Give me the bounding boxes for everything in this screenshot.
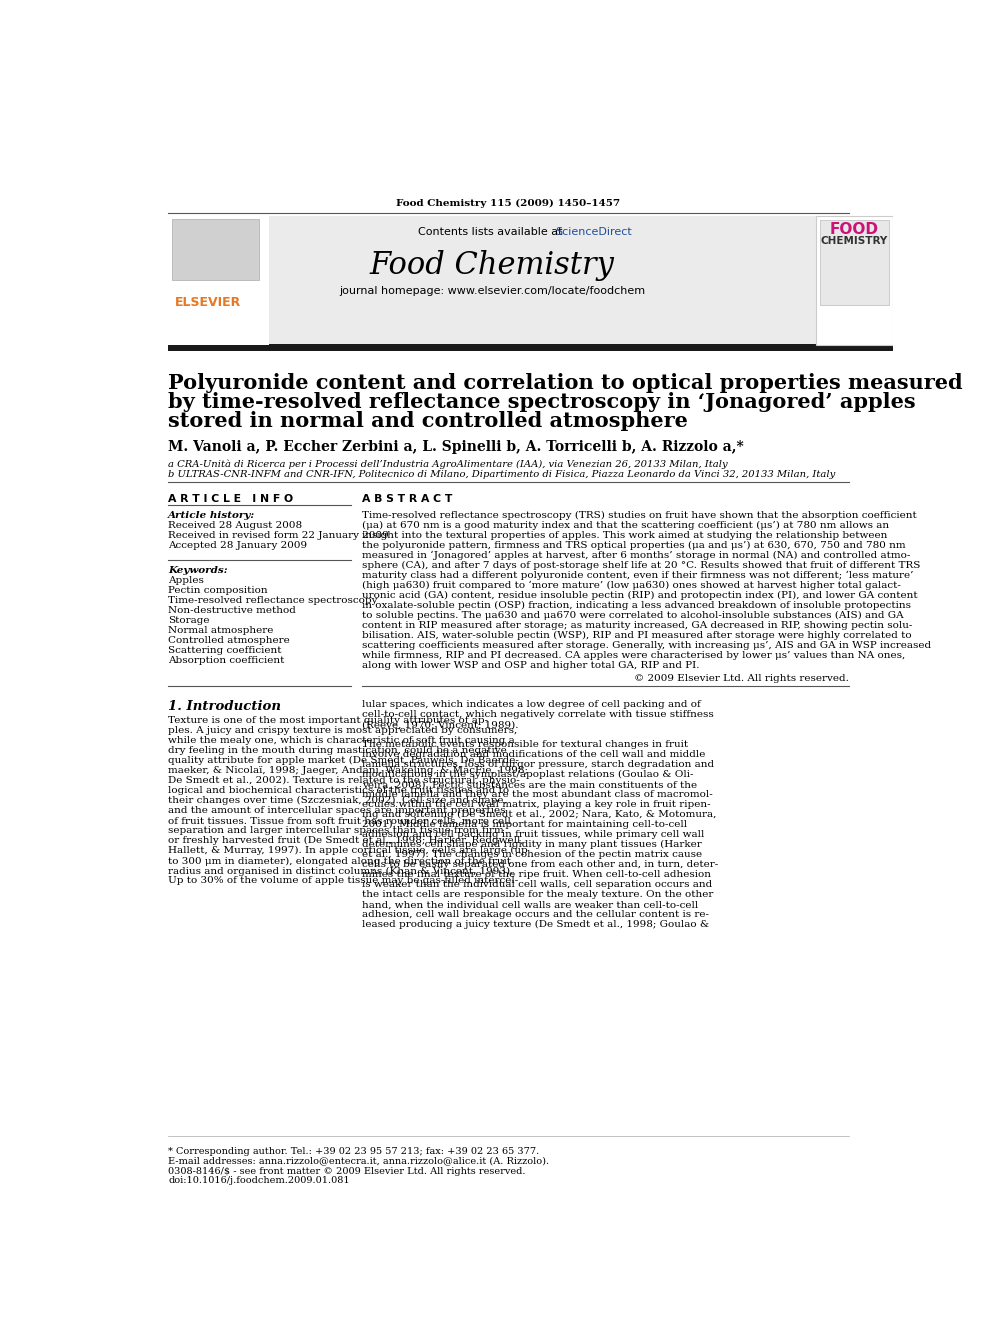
Text: bilisation. AIS, water-soluble pectin (WSP), RIP and PI measured after storage w: bilisation. AIS, water-soluble pectin (W…	[362, 631, 912, 640]
Text: Food Chemistry: Food Chemistry	[370, 250, 615, 280]
Text: Time-resolved reflectance spectroscopy: Time-resolved reflectance spectroscopy	[169, 597, 378, 605]
Text: insight into the textural properties of apples. This work aimed at studying the : insight into the textural properties of …	[362, 531, 887, 540]
Text: journal homepage: www.elsevier.com/locate/foodchem: journal homepage: www.elsevier.com/locat…	[339, 286, 645, 296]
Text: 0308-8146/$ - see front matter © 2009 Elsevier Ltd. All rights reserved.: 0308-8146/$ - see front matter © 2009 El…	[169, 1167, 526, 1176]
Text: E-mail addresses: anna.rizzolo@entecra.it, anna.rizzolo@alice.it (A. Rizzolo).: E-mail addresses: anna.rizzolo@entecra.i…	[169, 1156, 550, 1166]
Text: in oxalate-soluble pectin (OSP) fraction, indicating a less advanced breakdown o: in oxalate-soluble pectin (OSP) fraction…	[362, 601, 911, 610]
Text: Non-destructive method: Non-destructive method	[169, 606, 296, 615]
Text: modifications in the symplast/apoplast relations (Goulao & Oli-: modifications in the symplast/apoplast r…	[362, 770, 693, 779]
Text: and the amount of intercellular spaces are important properties: and the amount of intercellular spaces a…	[169, 806, 506, 815]
Text: Apples: Apples	[169, 576, 204, 585]
Text: The metabolic events responsible for textural changes in fruit: The metabolic events responsible for tex…	[362, 740, 688, 749]
Text: quality attribute for apple market (De Smedt, Pauwels, De Baerde-: quality attribute for apple market (De S…	[169, 757, 519, 766]
Text: radius and organised in distinct columns (Khan & Vincent, 1993).: radius and organised in distinct columns…	[169, 867, 514, 876]
Text: CHEMISTRY: CHEMISTRY	[820, 235, 888, 246]
Text: to soluble pectins. The μa630 and μa670 were correlated to alcohol-insoluble sub: to soluble pectins. The μa630 and μa670 …	[362, 611, 904, 620]
Text: cell-to-cell contact, which negatively correlate with tissue stiffness: cell-to-cell contact, which negatively c…	[362, 710, 713, 720]
Bar	[816, 216, 893, 345]
Text: ELSEVIER: ELSEVIER	[175, 296, 241, 308]
Text: logical and biochemical characteristics of the fruit tissues and to: logical and biochemical characteristics …	[169, 786, 509, 795]
Text: maeker, & Nicolaï, 1998; Jaeger, Andani, Wakeling, & MacFie, 1998;: maeker, & Nicolaï, 1998; Jaeger, Andani,…	[169, 766, 528, 775]
Text: Article history:: Article history:	[169, 511, 255, 520]
Text: determines cell shape and rigidity in many plant tissues (Harker: determines cell shape and rigidity in ma…	[362, 840, 701, 849]
Text: cells to be easily separated one from each other and, in turn, deter-: cells to be easily separated one from ea…	[362, 860, 718, 869]
Text: Polyuronide content and correlation to optical properties measured: Polyuronide content and correlation to o…	[169, 373, 963, 393]
Text: Received 28 August 2008: Received 28 August 2008	[169, 521, 303, 531]
Text: 2001). Middle lamella is important for maintaining cell-to-cell: 2001). Middle lamella is important for m…	[362, 820, 687, 830]
Text: * Corresponding author. Tel.: +39 02 23 95 57 213; fax: +39 02 23 65 377.: * Corresponding author. Tel.: +39 02 23 …	[169, 1147, 540, 1156]
Text: or freshly harvested fruit (De Smedt et al., 1998; Harker, Redgwell,: or freshly harvested fruit (De Smedt et …	[169, 836, 524, 845]
Text: by time-resolved reflectance spectroscopy in ‘Jonagored’ apples: by time-resolved reflectance spectroscop…	[169, 392, 916, 411]
Text: Keywords:: Keywords:	[169, 566, 228, 576]
Bar	[169, 344, 893, 352]
Text: Pectin composition: Pectin composition	[169, 586, 268, 595]
Text: to 300 μm in diameter), elongated along the direction of the fruit: to 300 μm in diameter), elongated along …	[169, 856, 511, 865]
Text: Food Chemistry 115 (2009) 1450–1457: Food Chemistry 115 (2009) 1450–1457	[397, 198, 620, 208]
Text: while firmness, RIP and PI decreased. CA apples were characterised by lower μs’ : while firmness, RIP and PI decreased. CA…	[362, 651, 905, 660]
Text: Hallett, & Murray, 1997). In apple cortical tissue, cells are large (up: Hallett, & Murray, 1997). In apple corti…	[169, 847, 528, 856]
Bar	[169, 216, 269, 345]
Text: Contents lists available at: Contents lists available at	[419, 226, 566, 237]
Text: adhesion, cell wall breakage occurs and the cellular content is re-: adhesion, cell wall breakage occurs and …	[362, 910, 709, 919]
Text: separation and larger intercellular spaces than tissue from firm: separation and larger intercellular spac…	[169, 827, 504, 835]
Text: content in RIP measured after storage; as maturity increased, GA decreased in RI: content in RIP measured after storage; a…	[362, 620, 913, 630]
Bar	[820, 221, 889, 306]
Text: lular spaces, which indicates a low degree of cell packing and of: lular spaces, which indicates a low degr…	[362, 700, 700, 709]
Text: hand, when the individual cell walls are weaker than cell-to-cell: hand, when the individual cell walls are…	[362, 900, 698, 909]
Text: ecules within the cell wall matrix, playing a key role in fruit ripen-: ecules within the cell wall matrix, play…	[362, 800, 710, 810]
Text: Texture is one of the most important quality attributes of ap-: Texture is one of the most important qua…	[169, 716, 488, 725]
Text: involve degradation and modifications of the cell wall and middle: involve degradation and modifications of…	[362, 750, 705, 759]
Text: FOOD: FOOD	[829, 222, 879, 237]
Text: Received in revised form 22 January 2009: Received in revised form 22 January 2009	[169, 532, 389, 540]
Text: middle lamella and they are the most abundant class of macromol-: middle lamella and they are the most abu…	[362, 790, 712, 799]
Text: et al., 1997). The changes in cohesion of the pectin matrix cause: et al., 1997). The changes in cohesion o…	[362, 851, 702, 860]
Text: dry feeling in the mouth during mastication, could be a negative: dry feeling in the mouth during masticat…	[169, 746, 507, 755]
Text: the polyuronide pattern, firmness and TRS optical properties (μa and μs’) at 630: the polyuronide pattern, firmness and TR…	[362, 541, 906, 550]
Text: their changes over time (Szczesniak, 2002). Cell size and shape,: their changes over time (Szczesniak, 200…	[169, 796, 507, 806]
Text: maturity class had a different polyuronide content, even if their firmness was n: maturity class had a different polyuroni…	[362, 570, 914, 579]
Text: Scattering coefficient: Scattering coefficient	[169, 646, 282, 655]
Text: 1. Introduction: 1. Introduction	[169, 700, 281, 713]
Text: Up to 30% of the volume of apple tissue may be gas-filled intercel-: Up to 30% of the volume of apple tissue …	[169, 876, 519, 885]
Text: a CRA-Unità di Ricerca per i Processi dell’Industria AgroAlimentare (IAA), via V: a CRA-Unità di Ricerca per i Processi de…	[169, 459, 728, 468]
Text: ing and softening (De Smedt et al., 2002; Nara, Kato, & Motomura,: ing and softening (De Smedt et al., 2002…	[362, 810, 716, 819]
Text: adhesion and cell packing in fruit tissues, while primary cell wall: adhesion and cell packing in fruit tissu…	[362, 831, 704, 839]
Text: measured in ‘Jonagored’ apples at harvest, after 6 months’ storage in normal (NA: measured in ‘Jonagored’ apples at harves…	[362, 550, 911, 560]
Text: uronic acid (GA) content, residue insoluble pectin (RIP) and protopectin index (: uronic acid (GA) content, residue insolu…	[362, 591, 918, 599]
Text: ScienceDirect: ScienceDirect	[555, 226, 632, 237]
Text: © 2009 Elsevier Ltd. All rights reserved.: © 2009 Elsevier Ltd. All rights reserved…	[634, 673, 848, 683]
Text: Storage: Storage	[169, 617, 209, 626]
Bar	[172, 218, 259, 280]
Text: mines the final texture of the ripe fruit. When cell-to-cell adhesion: mines the final texture of the ripe frui…	[362, 871, 711, 880]
Text: A B S T R A C T: A B S T R A C T	[362, 495, 452, 504]
Text: ples. A juicy and crispy texture is most appreciated by consumers,: ples. A juicy and crispy texture is most…	[169, 726, 518, 736]
Text: of fruit tissues. Tissue from soft fruit has rounder cells, more cell: of fruit tissues. Tissue from soft fruit…	[169, 816, 511, 826]
Text: De Smedt et al., 2002). Texture is related to the structural, physio-: De Smedt et al., 2002). Texture is relat…	[169, 777, 520, 786]
Text: veira, 2008). Pectic substances are the main constituents of the: veira, 2008). Pectic substances are the …	[362, 781, 697, 789]
Text: Time-resolved reflectance spectroscopy (TRS) studies on fruit have shown that th: Time-resolved reflectance spectroscopy (…	[362, 511, 917, 520]
Text: the intact cells are responsible for the mealy texture. On the other: the intact cells are responsible for the…	[362, 890, 713, 900]
Text: is weaker than the individual cell walls, cell separation occurs and: is weaker than the individual cell walls…	[362, 880, 712, 889]
Bar	[169, 216, 816, 345]
Text: doi:10.1016/j.foodchem.2009.01.081: doi:10.1016/j.foodchem.2009.01.081	[169, 1176, 350, 1185]
Text: sphere (CA), and after 7 days of post-storage shelf life at 20 °C. Results showe: sphere (CA), and after 7 days of post-st…	[362, 561, 921, 570]
Text: (high μa630) fruit compared to ‘more mature’ (low μa630) ones showed at harvest : (high μa630) fruit compared to ‘more mat…	[362, 581, 901, 590]
Text: while the mealy one, which is characteristic of soft fruit causing a: while the mealy one, which is characteri…	[169, 737, 515, 745]
Text: lamella structures, loss of turgor pressure, starch degradation and: lamella structures, loss of turgor press…	[362, 761, 714, 769]
Text: scattering coefficients measured after storage. Generally, with increasing μs’, : scattering coefficients measured after s…	[362, 640, 931, 650]
Text: along with lower WSP and OSP and higher total GA, RIP and PI.: along with lower WSP and OSP and higher …	[362, 660, 699, 669]
Text: Controlled atmosphere: Controlled atmosphere	[169, 636, 290, 646]
Text: Absorption coefficient: Absorption coefficient	[169, 656, 285, 665]
Text: (μa) at 670 nm is a good maturity index and that the scattering coefficient (μs’: (μa) at 670 nm is a good maturity index …	[362, 521, 889, 529]
Text: b ULTRAS-CNR-INFM and CNR-IFN, Politecnico di Milano, Dipartimento di Fisica, Pi: b ULTRAS-CNR-INFM and CNR-IFN, Politecni…	[169, 470, 835, 479]
Text: leased producing a juicy texture (De Smedt et al., 1998; Goulao &: leased producing a juicy texture (De Sme…	[362, 921, 709, 930]
Text: Normal atmosphere: Normal atmosphere	[169, 626, 274, 635]
Text: stored in normal and controlled atmosphere: stored in normal and controlled atmosphe…	[169, 411, 688, 431]
Text: A R T I C L E   I N F O: A R T I C L E I N F O	[169, 495, 294, 504]
Text: M. Vanoli a, P. Eccher Zerbini a, L. Spinelli b, A. Torricelli b, A. Rizzolo a,*: M. Vanoli a, P. Eccher Zerbini a, L. Spi…	[169, 439, 744, 454]
Text: Accepted 28 January 2009: Accepted 28 January 2009	[169, 541, 308, 550]
Text: (Reeve, 1970; Vincent, 1989).: (Reeve, 1970; Vincent, 1989).	[362, 720, 519, 729]
